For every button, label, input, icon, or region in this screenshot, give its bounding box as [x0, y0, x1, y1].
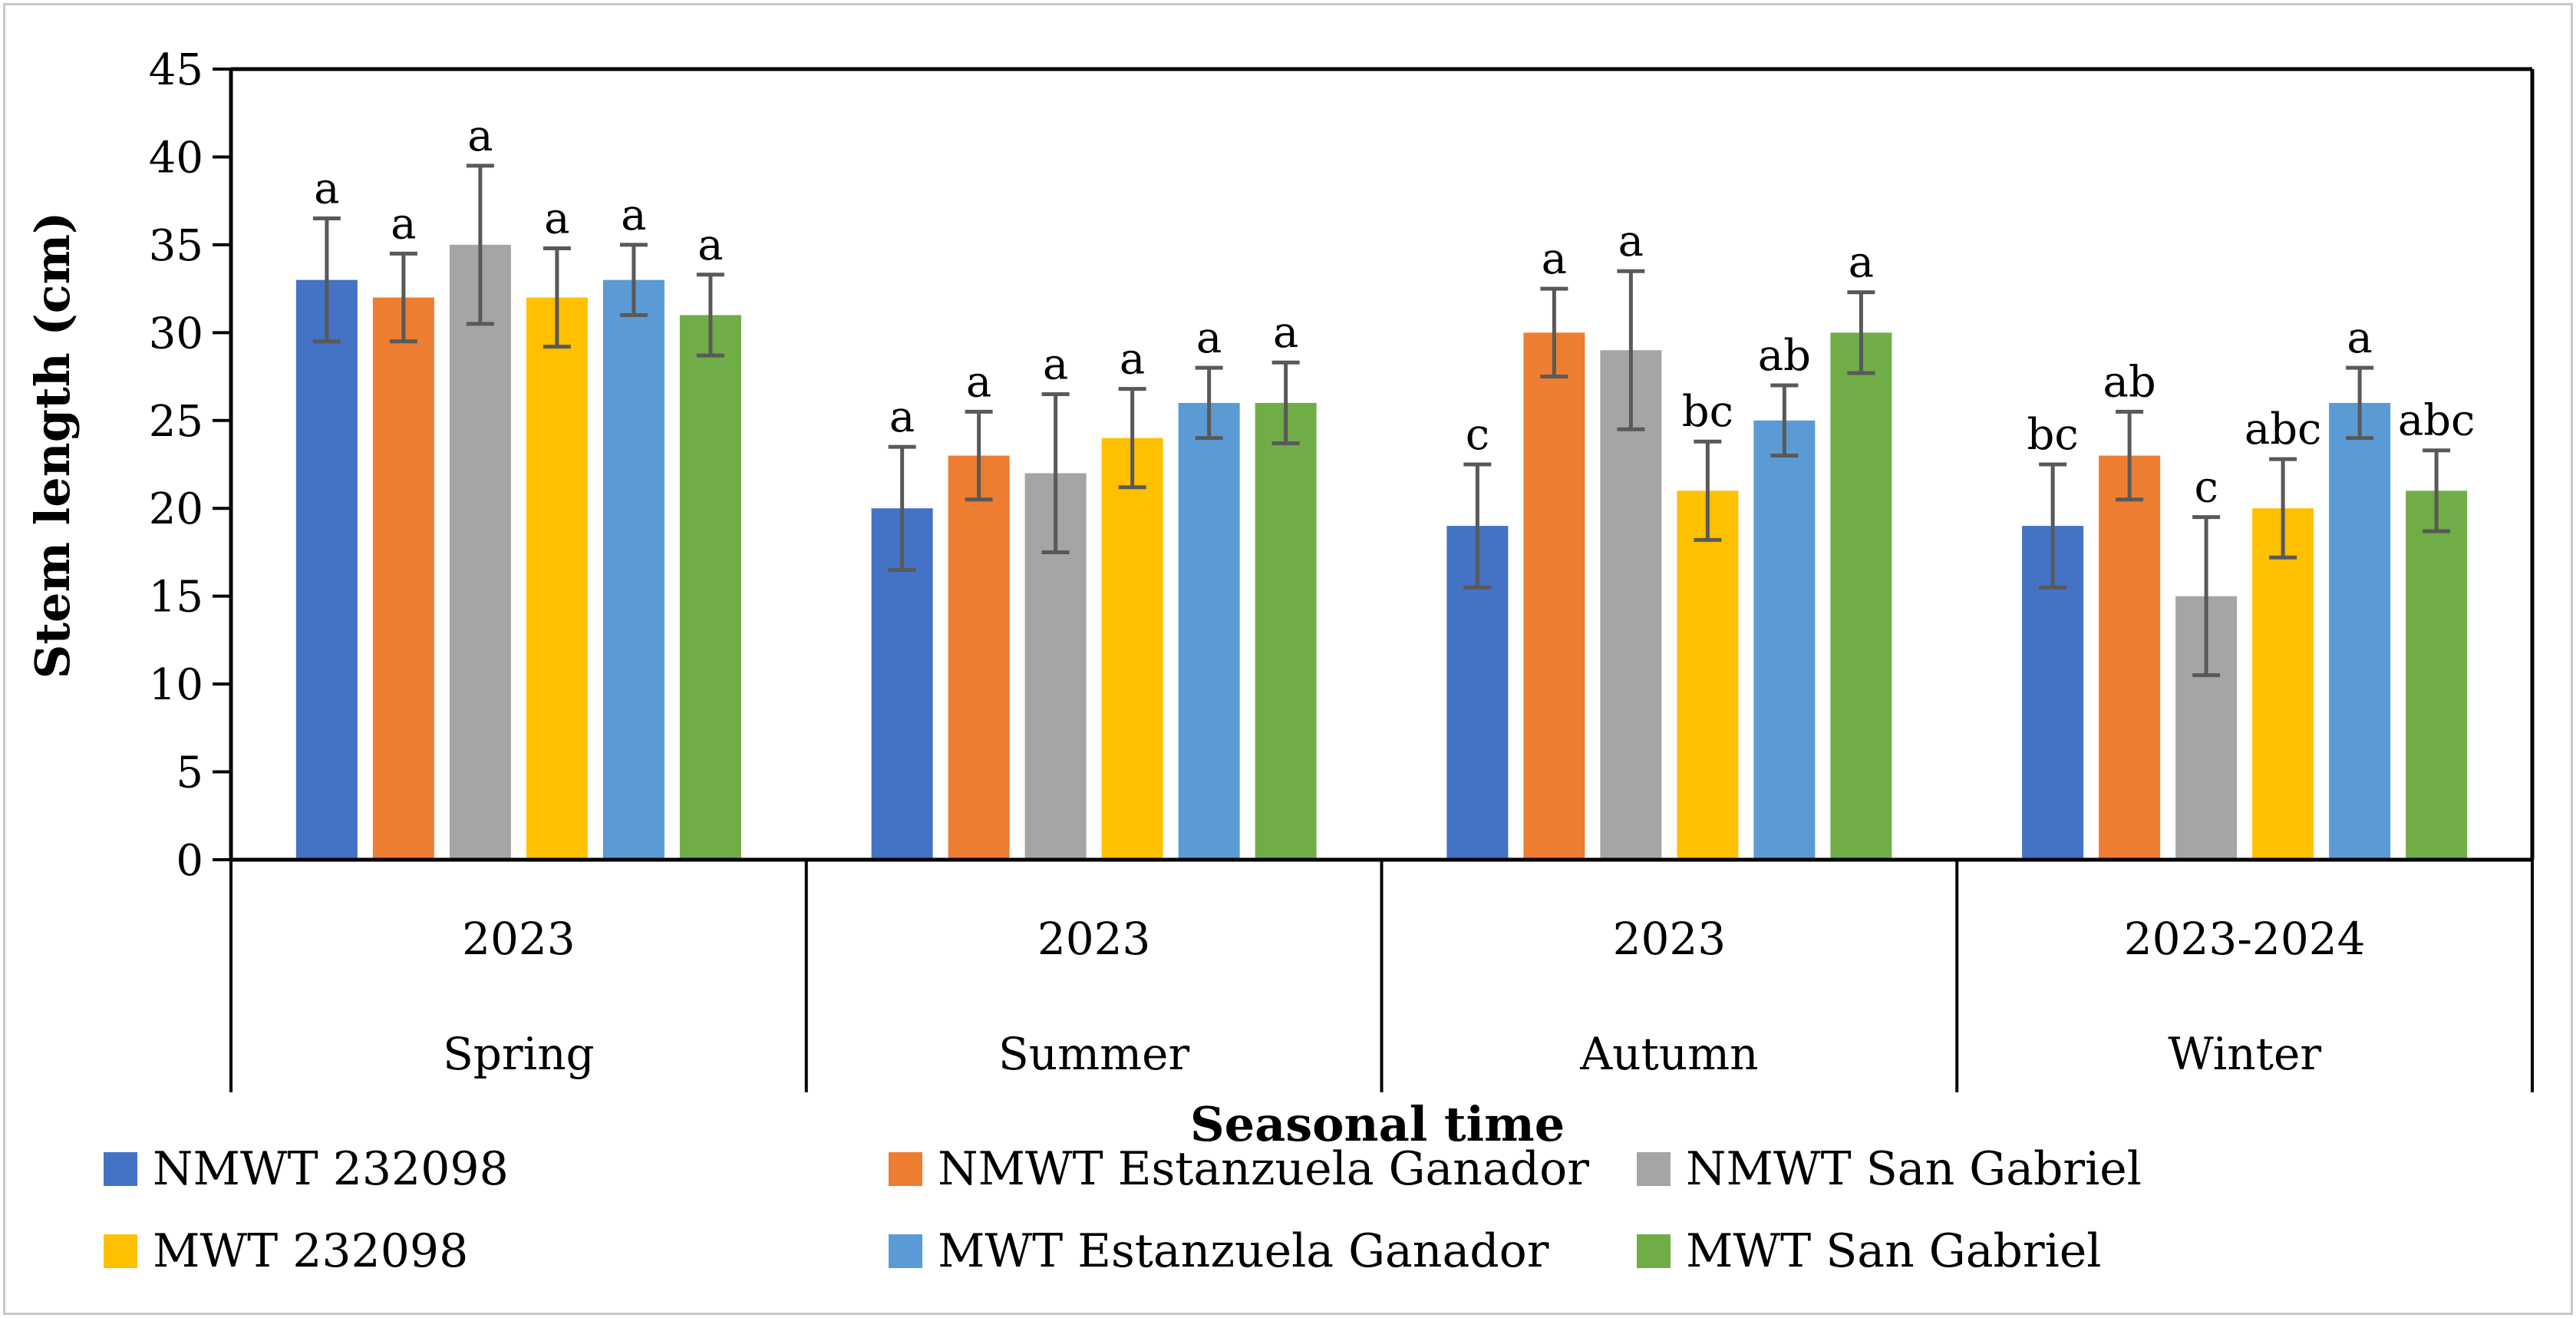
bar — [2329, 402, 2391, 860]
significance-label: a — [1618, 216, 1644, 266]
legend-swatch — [1637, 1152, 1671, 1186]
x-tick-label-season: Winter — [2168, 1028, 2321, 1080]
legend-swatch — [1637, 1234, 1671, 1268]
x-tick-label-season: Summer — [998, 1028, 1189, 1080]
y-tick-label: 45 — [149, 45, 203, 95]
significance-label: ab — [2103, 357, 2156, 407]
legend-swatch — [104, 1152, 137, 1186]
y-tick-label: 5 — [176, 748, 203, 798]
bar — [1753, 420, 1816, 860]
x-tick-label-year: 2023 — [1037, 913, 1151, 965]
x-tick-label-season: Autumn — [1579, 1028, 1758, 1080]
y-tick-label: 0 — [176, 836, 203, 886]
legend-label: MWT San Gabriel — [1686, 1224, 2101, 1278]
significance-label: a — [621, 190, 646, 240]
significance-label: bc — [2027, 410, 2079, 460]
y-tick-label: 10 — [149, 660, 203, 710]
bar — [295, 279, 358, 860]
bar — [2406, 491, 2468, 860]
significance-label: a — [314, 164, 339, 214]
legend-label: MWT Estanzuela Ganador — [938, 1224, 1549, 1278]
y-axis-title: Stem length (cm) — [25, 212, 81, 679]
y-tick-label: 15 — [149, 573, 203, 623]
significance-label: a — [2347, 313, 2372, 363]
x-tick-label-year: 2023-2024 — [2124, 913, 2366, 965]
significance-label: a — [889, 392, 915, 442]
bar — [679, 315, 741, 860]
bar — [1830, 332, 1892, 860]
y-tick-label: 25 — [149, 397, 203, 447]
y-tick-label: 20 — [149, 484, 203, 534]
bar — [602, 279, 665, 860]
bar — [372, 297, 434, 860]
bar — [948, 455, 1010, 860]
legend-label: MWT 232098 — [153, 1224, 468, 1278]
significance-label: bc — [1682, 387, 1733, 437]
significance-label: c — [2194, 463, 2218, 513]
bar — [1255, 402, 1317, 860]
significance-label: a — [1849, 238, 1874, 288]
legend-swatch — [889, 1234, 922, 1268]
significance-label: a — [966, 357, 991, 407]
legend-label: NMWT Estanzuela Ganador — [938, 1142, 1589, 1196]
bar — [1101, 438, 1163, 860]
bar — [2099, 455, 2161, 860]
bars-layer — [295, 244, 2468, 860]
significance-label: a — [1120, 335, 1145, 385]
legend-label: NMWT San Gabriel — [1686, 1142, 2142, 1196]
x-tick-label-year: 2023 — [1613, 913, 1727, 965]
significance-label: a — [698, 220, 723, 270]
x-axis-title: Seasonal time — [1190, 1096, 1565, 1152]
y-tick-label: 30 — [149, 309, 203, 358]
bar — [526, 297, 588, 860]
legend: NMWT 232098 NMWT Estanzuela Ganador NMWT S… — [104, 1142, 2142, 1278]
bar — [1677, 491, 1739, 860]
bar — [1178, 402, 1240, 860]
significance-label: c — [1466, 410, 1489, 460]
y-tick-label: 35 — [149, 221, 203, 271]
legend-swatch — [104, 1234, 137, 1268]
significance-label: ab — [1758, 331, 1811, 381]
bar — [449, 244, 511, 860]
significance-label: a — [1196, 313, 1222, 363]
significance-label: a — [1273, 308, 1298, 358]
bar — [1523, 332, 1585, 860]
significance-label: a — [1542, 234, 1567, 284]
legend-swatch — [889, 1152, 922, 1186]
significance-label: abc — [2398, 396, 2475, 446]
significance-label: abc — [2245, 405, 2322, 454]
error-bars-layer — [312, 164, 2451, 678]
x-tick-label-year: 2023 — [462, 913, 576, 965]
y-tick-label: 40 — [149, 133, 203, 183]
axis-layer — [213, 67, 2535, 1092]
x-tick-label-season: Spring — [443, 1028, 595, 1080]
significance-label: a — [391, 199, 416, 249]
bar — [2252, 508, 2314, 860]
significance-label: a — [544, 193, 569, 243]
legend-label: NMWT 232098 — [153, 1142, 509, 1196]
significance-label: a — [1043, 339, 1068, 389]
significance-label: a — [467, 111, 493, 161]
bar — [1600, 350, 1662, 860]
